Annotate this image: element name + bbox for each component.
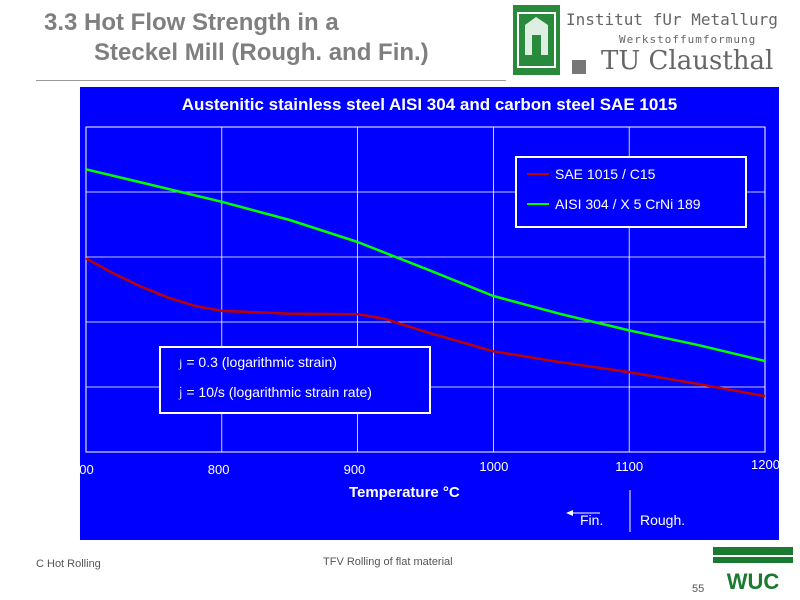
institute-crest-icon (513, 5, 560, 75)
footer-course: TFV Rolling of flat material (323, 556, 453, 568)
x-tick-label: 1100 (615, 459, 644, 474)
x-tick-label: 800 (207, 462, 230, 477)
strain-symbol: j (179, 356, 183, 370)
slide-title-line1: 3.3 Hot Flow Strength in a (44, 9, 339, 36)
chart-title: Austenitic stainless steel AISI 304 and … (181, 95, 678, 114)
x-tick-label: 900 (343, 462, 366, 477)
slide-title-line2: Steckel Mill (Rough. and Fin.) (94, 39, 429, 66)
series-line-1 (85, 168, 766, 363)
institute-square-icon (572, 60, 586, 74)
y-tick-label: 300 (60, 249, 78, 263)
pass-arrow-head (566, 510, 573, 516)
legend-swatch-green (527, 203, 549, 205)
institute-name: Institut fUr Metallurg (566, 10, 778, 29)
legend-swatch-red (527, 173, 549, 175)
x-tick-label: 1200 (751, 457, 780, 472)
wuc-logo-icon: WUC (713, 547, 793, 594)
wuc-logo-text: WUC (727, 569, 780, 594)
strain-note: j = 0.3 (logarithmic strain) (179, 354, 337, 371)
series-line-0 (85, 257, 766, 398)
y-tick-label: 0 (72, 444, 78, 458)
legend-item-sae1015: SAE 1015 / C15 (527, 166, 655, 182)
finishing-pass-label: Fin. (580, 512, 604, 528)
footer-section: C Hot Rolling (36, 558, 101, 570)
x-tick-label: 700 (72, 462, 94, 477)
y-tick-label: 200 (60, 314, 78, 328)
x-tick-label: 1000 (479, 459, 509, 474)
legend-item-aisi304: AISI 304 / X 5 CrNi 189 (527, 196, 701, 212)
y-axis-label: Hot yield stress in N/mm² (36, 207, 52, 377)
strain-rate-symbol: j̇ (179, 386, 183, 400)
y-tick-label: 400 (60, 184, 78, 198)
x-axis-label: Temperature °C (349, 484, 460, 501)
page-number: 55 (692, 583, 705, 595)
strain-annotation-box: j = 0.3 (logarithmic strain) j̇ = 10/s (lo… (159, 346, 431, 414)
title-divider (36, 80, 506, 81)
strain-rate-text: = 10/s (logarithmic strain rate) (186, 384, 372, 400)
legend-label-sae1015: SAE 1015 / C15 (555, 166, 656, 182)
y-tick-label: 500 (60, 119, 78, 133)
roughing-pass-label: Rough. (640, 512, 686, 528)
institute-department: Werkstoffumformung (619, 33, 757, 46)
y-tick-label: 100 (60, 379, 78, 393)
slide-title: 3.3 Hot Flow Strength in a Steckel Mill … (44, 8, 429, 68)
crest-icon (517, 12, 556, 68)
strain-rate-note: j̇ = 10/s (logarithmic strain rate) (179, 384, 372, 401)
chart-legend: SAE 1015 / C15 AISI 304 / X 5 CrNi 189 (515, 156, 747, 228)
legend-label-aisi304: AISI 304 / X 5 CrNi 189 (555, 196, 701, 212)
university-name: TU Clausthal (601, 46, 774, 76)
strain-text: = 0.3 (logarithmic strain) (186, 354, 337, 370)
